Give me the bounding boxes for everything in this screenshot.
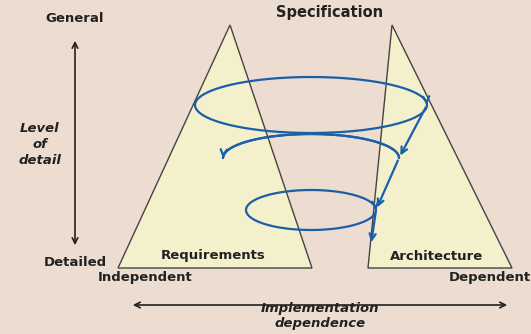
Text: Specification: Specification bbox=[277, 4, 383, 19]
Text: Level
of
detail: Level of detail bbox=[19, 123, 62, 167]
Text: Implementation
dependence: Implementation dependence bbox=[261, 302, 379, 330]
Text: Architecture: Architecture bbox=[390, 249, 484, 263]
Polygon shape bbox=[118, 25, 312, 268]
Text: Requirements: Requirements bbox=[160, 249, 266, 263]
Text: Independent: Independent bbox=[98, 272, 192, 285]
Text: Detailed: Detailed bbox=[44, 257, 107, 270]
Text: Dependent: Dependent bbox=[449, 272, 531, 285]
Text: General: General bbox=[46, 11, 104, 24]
Polygon shape bbox=[368, 25, 512, 268]
